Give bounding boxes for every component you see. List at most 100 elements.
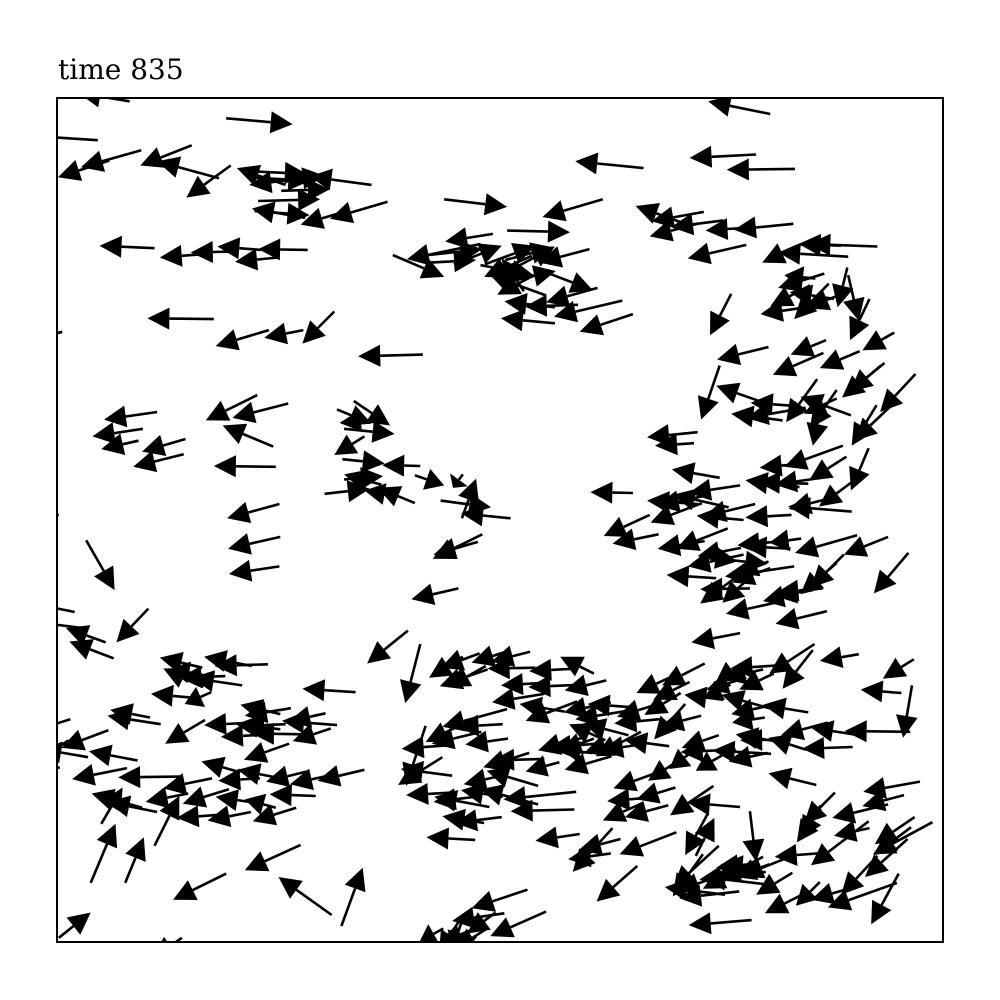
arrow-head xyxy=(471,645,496,667)
arrow-shaft xyxy=(748,811,755,841)
arrow-209 xyxy=(57,765,61,770)
arrow-195 xyxy=(153,796,180,847)
arrow-259 xyxy=(440,649,481,671)
arrow-1 xyxy=(226,111,293,134)
arrow-head xyxy=(880,388,904,412)
arrow-357 xyxy=(802,737,853,759)
arrow-229 xyxy=(65,625,107,646)
arrow-172 xyxy=(679,884,740,907)
arrow-head xyxy=(176,805,200,828)
arrow-shaft xyxy=(810,804,822,821)
arrow-109 xyxy=(228,559,280,582)
arrow-shaft xyxy=(129,718,161,726)
arrow-head xyxy=(776,579,800,602)
arrow-head xyxy=(768,733,793,755)
arrow-head xyxy=(465,730,489,753)
arrow-369 xyxy=(696,506,744,529)
arrow-shaft xyxy=(183,718,206,734)
arrow-head xyxy=(614,710,638,733)
arrow-299 xyxy=(624,800,669,822)
arrow-shaft xyxy=(471,935,478,941)
arrow-shaft xyxy=(311,773,332,781)
arrow-343 xyxy=(648,760,678,781)
arrow-shaft xyxy=(614,730,642,747)
arrow-194 xyxy=(89,823,118,884)
arrow-head xyxy=(740,728,763,751)
arrow-shaft xyxy=(309,712,326,719)
arrow-80 xyxy=(655,433,695,456)
arrow-shaft xyxy=(414,474,428,481)
arrow-377 xyxy=(666,565,717,588)
arrow-shaft xyxy=(140,775,182,779)
arrow-shaft xyxy=(321,209,350,220)
arrow-head xyxy=(344,867,366,893)
arrow-head xyxy=(784,449,809,470)
arrow-shaft xyxy=(711,753,724,763)
arrow-294 xyxy=(564,753,612,775)
arrow-shaft xyxy=(818,791,836,810)
arrow-shaft xyxy=(846,274,856,300)
arrow-head xyxy=(744,536,768,559)
arrow-head xyxy=(207,805,232,828)
arrow-shaft xyxy=(203,787,230,799)
arrow-shaft xyxy=(682,714,702,722)
arrow-323 xyxy=(595,730,642,757)
arrow-head xyxy=(186,175,211,198)
arrow-shaft xyxy=(409,643,422,683)
arrow-390 xyxy=(819,349,861,370)
arrow-317 xyxy=(564,674,607,696)
arrow-head xyxy=(671,213,695,236)
arrow-174 xyxy=(672,853,704,897)
arrow-shaft xyxy=(291,793,316,798)
arrow-head xyxy=(636,782,661,804)
arrow-shaft xyxy=(600,312,634,327)
arrow-shaft xyxy=(93,766,128,777)
arrow-head xyxy=(679,884,703,907)
arrow-head xyxy=(447,929,469,942)
arrow-147 xyxy=(832,802,889,824)
arrow-shaft xyxy=(604,727,629,737)
arrow-head xyxy=(423,468,445,490)
arrow-shaft xyxy=(162,437,186,447)
arrow-shaft xyxy=(811,294,835,301)
arrow-shaft xyxy=(755,222,794,229)
arrow-87 xyxy=(205,393,258,421)
arrow-head xyxy=(568,845,592,868)
arrow-313 xyxy=(662,662,706,686)
arrow-345 xyxy=(728,746,768,768)
arrow-head xyxy=(201,756,226,778)
arrow-141 xyxy=(691,627,741,650)
arrow-shaft xyxy=(89,648,115,660)
arrow-179 xyxy=(688,912,752,935)
arrow-44 xyxy=(546,271,593,293)
arrow-shaft xyxy=(772,403,797,408)
arrow-head xyxy=(596,878,621,902)
arrow-head xyxy=(157,156,182,178)
arrow-head xyxy=(249,171,273,194)
arrow-head xyxy=(133,450,158,473)
arrow-shaft xyxy=(285,328,304,335)
arrow-head xyxy=(703,680,725,700)
arrow-shaft xyxy=(784,707,809,714)
arrow-280 xyxy=(442,808,485,831)
arrow-head xyxy=(159,244,183,267)
arrow-head xyxy=(708,98,732,117)
arrow-head xyxy=(237,763,262,785)
arrow-shaft xyxy=(809,506,852,513)
arrow-72 xyxy=(697,365,721,420)
arrow-shaft xyxy=(466,232,494,240)
arrow-head xyxy=(757,471,781,494)
arrow-head xyxy=(768,767,793,790)
arrow-head xyxy=(492,748,515,771)
arrow-66 xyxy=(808,233,878,256)
arrow-head xyxy=(85,98,100,108)
arrow-189 xyxy=(447,920,469,942)
arrow-shaft xyxy=(478,722,503,727)
arrow-shaft xyxy=(796,475,828,483)
arrow-head xyxy=(297,188,321,211)
arrow-338 xyxy=(723,663,764,685)
arrow-shaft xyxy=(463,707,508,723)
arrow-269 xyxy=(442,707,508,732)
arrow-shaft xyxy=(679,539,705,547)
